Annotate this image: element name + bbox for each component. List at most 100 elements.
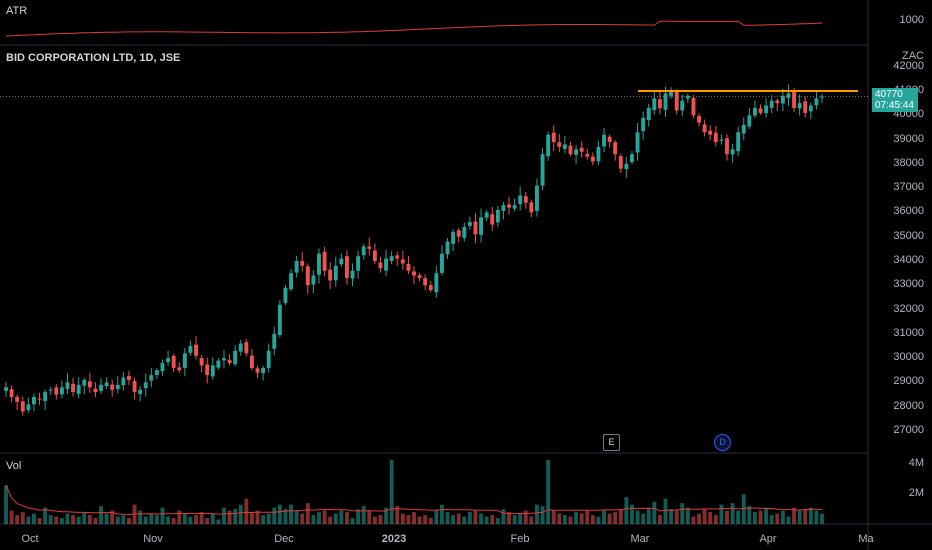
volume-bar [395, 506, 400, 524]
volume-bar [48, 515, 53, 524]
volume-bar [445, 512, 450, 524]
volume-bar [15, 515, 20, 524]
volume-bar [775, 513, 780, 524]
bar-countdown: 07:45:44 [875, 100, 914, 111]
candle [344, 256, 349, 278]
candle [59, 387, 64, 395]
candle [797, 103, 802, 109]
candle [15, 396, 20, 402]
earnings-event-icon[interactable]: E [603, 434, 620, 451]
volume-bar [222, 507, 226, 524]
candle [479, 217, 484, 235]
candle [602, 134, 606, 147]
candle [764, 105, 769, 114]
volume-bar [697, 513, 701, 524]
candle [87, 381, 92, 388]
atr-indicator-label[interactable]: ATR [6, 5, 28, 17]
price-tick-label: 42000 [893, 59, 924, 72]
candle [680, 100, 685, 111]
volume-bar [110, 510, 115, 524]
candle [199, 358, 204, 366]
candle [685, 95, 690, 99]
atr-axis-label: 1000 [899, 14, 924, 26]
volume-bar [613, 512, 618, 524]
volume-indicator-label[interactable]: Vol [6, 460, 22, 472]
candle [484, 212, 489, 218]
candle [780, 95, 785, 104]
candle [473, 221, 478, 235]
candle [641, 117, 646, 132]
candle [646, 108, 651, 121]
candle [115, 384, 120, 390]
time-tick-label: Dec [274, 533, 294, 545]
volume-bar [808, 507, 813, 524]
volume-bar [26, 516, 31, 524]
volume-bar [333, 513, 338, 524]
volume-bar [115, 516, 120, 524]
candle [808, 105, 813, 112]
candle [244, 342, 249, 354]
candle [490, 214, 495, 225]
candle [501, 205, 506, 211]
volume-bar [328, 516, 333, 524]
candle [104, 382, 109, 387]
candle [350, 270, 355, 279]
candle [384, 258, 389, 271]
volume-bar [9, 510, 14, 524]
volume-bar [428, 518, 433, 524]
candle [395, 255, 400, 259]
candle [747, 115, 752, 127]
volume-bar [216, 519, 221, 524]
symbol-title[interactable]: BID CORPORATION LTD, 1D, JSE [6, 52, 181, 64]
dividend-event-icon[interactable]: D [714, 434, 731, 451]
candle [725, 138, 729, 155]
volume-bar [769, 515, 774, 524]
volume-bar [182, 513, 187, 524]
volume-bar [194, 515, 198, 524]
candle [188, 346, 193, 353]
candle [713, 132, 718, 142]
candle [300, 260, 305, 266]
volume-bar [635, 510, 640, 524]
volume-bar [4, 485, 8, 524]
candle [445, 241, 450, 255]
volume-bar [652, 501, 657, 524]
candle [305, 266, 310, 286]
volume-bar [585, 510, 590, 524]
candle [82, 380, 87, 386]
volume-bar [495, 518, 500, 524]
candle [702, 124, 707, 133]
candle [529, 202, 534, 213]
candle [585, 153, 590, 157]
candle [752, 108, 757, 116]
volume-bar [820, 513, 824, 524]
candle [596, 146, 601, 162]
volume-bar [685, 507, 690, 524]
candle [624, 163, 629, 170]
candle [495, 210, 500, 223]
candle [110, 384, 115, 390]
volume-bar [473, 510, 478, 524]
candle [194, 344, 198, 356]
volume-bar [417, 516, 422, 524]
volume-bar [127, 518, 131, 524]
candle [378, 262, 383, 269]
volume-bar [467, 512, 472, 524]
time-tick-label: Oct [21, 533, 39, 545]
volume-bar [171, 518, 176, 524]
candle [227, 359, 232, 363]
volume-bar [289, 504, 293, 524]
candle [328, 269, 333, 281]
candle [48, 389, 53, 391]
volume-bar [551, 510, 556, 524]
candle [674, 91, 679, 111]
volume-bar [154, 515, 159, 524]
volume-bar [372, 516, 377, 524]
candle [71, 383, 76, 393]
candle [551, 132, 556, 142]
volume-bar [607, 513, 612, 524]
volume-bar [305, 503, 310, 524]
volume-bar [121, 515, 126, 524]
volume-bar [412, 512, 416, 524]
